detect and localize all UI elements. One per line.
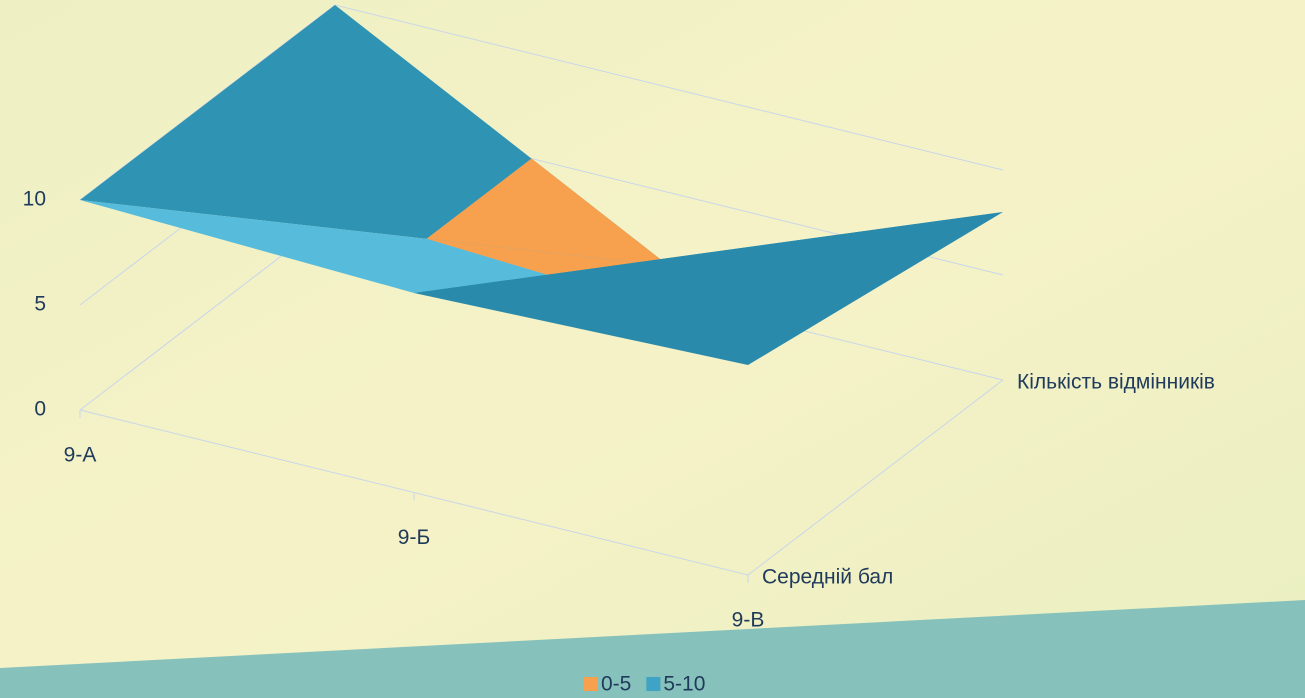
surface-band-low <box>426 158 669 266</box>
z-tick-label: 0 <box>34 398 46 421</box>
x-tick-label: 9-Б <box>398 526 430 549</box>
surface-face <box>80 200 669 293</box>
x-tick-label: 9-В <box>732 609 765 632</box>
legend-label: 5-10 <box>663 673 705 696</box>
z-tick-label: 5 <box>34 293 46 316</box>
z-tick-label: 10 <box>23 188 46 211</box>
legend-label: 0-5 <box>601 673 631 696</box>
x-tick-label: 9-А <box>64 444 97 467</box>
series-label: Кількість відмінників <box>1017 371 1215 394</box>
bottom-band <box>0 600 1305 698</box>
legend-swatch <box>584 677 598 691</box>
surface-face <box>414 212 1003 365</box>
series-label: Середній бал <box>762 566 893 589</box>
legend-swatch <box>646 677 661 691</box>
